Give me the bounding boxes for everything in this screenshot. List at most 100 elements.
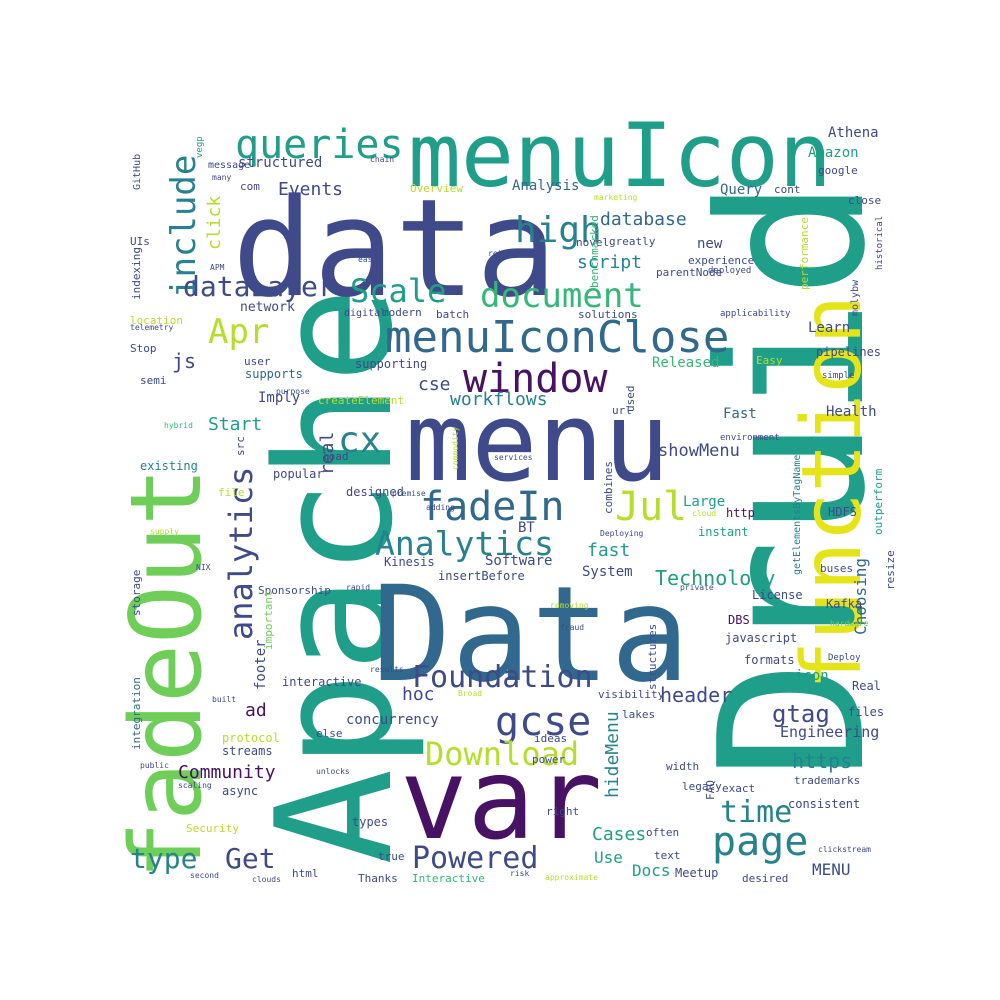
word: interactive (282, 675, 361, 689)
word: files (848, 705, 884, 719)
word: resize (884, 550, 897, 590)
word: Technology (655, 566, 775, 590)
word: real (317, 432, 338, 475)
word: Kinesis (384, 555, 435, 569)
word: Thanks (358, 872, 398, 885)
word: right (546, 805, 579, 818)
word: gtag (772, 700, 830, 728)
word: deployed (708, 266, 751, 276)
word: window (463, 356, 608, 402)
word: greatly (609, 235, 656, 248)
word: clouds (252, 875, 281, 884)
word: cloud (692, 509, 716, 518)
word: GitHub (132, 154, 143, 190)
word: rapid (346, 583, 370, 592)
word: vegp (195, 136, 205, 158)
word: lakes (622, 708, 655, 721)
word: unlocks (316, 767, 350, 776)
word: Athena (828, 125, 879, 141)
word: BT (518, 520, 535, 536)
word: integration (130, 677, 143, 750)
word: user (244, 355, 271, 368)
word: Use (594, 848, 623, 867)
word: header (660, 683, 732, 707)
word: chain (370, 155, 394, 164)
word: pipelines (816, 345, 881, 359)
word: Amazon (808, 145, 859, 161)
word: simple (822, 371, 855, 381)
word: database (600, 209, 687, 230)
word: buses (820, 562, 853, 575)
word: dataLayer (183, 270, 335, 303)
word: hardware (830, 619, 869, 628)
word: cx (338, 420, 381, 461)
word: showMenu (658, 441, 740, 461)
word: solutions (578, 308, 638, 321)
word: async (222, 784, 258, 798)
word: menu (405, 378, 670, 506)
word: text (654, 849, 681, 862)
word: Download (425, 735, 579, 773)
word: trademarks (794, 774, 860, 787)
word: cont (774, 183, 801, 196)
word: HDFS (828, 505, 857, 519)
word: benchmarked (588, 215, 601, 288)
word: createElement (318, 394, 404, 407)
word: time (720, 795, 792, 830)
word: Analysis (512, 178, 579, 194)
word: Large (683, 494, 725, 510)
word: Events (278, 179, 343, 200)
word: built (212, 695, 236, 704)
word: new (697, 236, 723, 252)
word: url (612, 404, 632, 417)
word: Engineering (780, 723, 879, 741)
word: consistent (788, 797, 860, 811)
word: src (234, 436, 247, 456)
word: concurrency (346, 712, 439, 728)
word: message (208, 160, 250, 171)
word: storage (130, 570, 143, 616)
word: supply (150, 527, 179, 536)
word: return (488, 249, 517, 258)
word: Security (186, 822, 239, 835)
word: location (130, 314, 183, 327)
word: UIs (130, 235, 150, 248)
word: supports (245, 367, 303, 381)
word: load (322, 450, 349, 463)
word: com (240, 180, 260, 193)
word: Start (208, 414, 262, 435)
word: Software (485, 553, 552, 569)
word: fast (587, 540, 630, 561)
word: power (532, 753, 565, 766)
word: System (582, 564, 633, 580)
word: novel (576, 236, 609, 249)
word: molybw (850, 279, 861, 316)
word: digital (344, 308, 386, 319)
word: close (848, 194, 881, 207)
word: Docs (632, 861, 671, 880)
word: type (130, 842, 197, 875)
word: performance (798, 217, 811, 290)
word: queries (235, 122, 404, 168)
word: workflows (450, 389, 548, 410)
word: risk (510, 869, 529, 878)
word: Cases (592, 824, 646, 845)
word: click (204, 196, 225, 250)
word: var (400, 735, 602, 865)
word: Apache (241, 287, 428, 865)
word: experience (688, 254, 754, 267)
word: data (232, 170, 557, 327)
word: google (818, 164, 858, 177)
word: js (172, 349, 196, 373)
word: Deploying (600, 529, 644, 538)
word: getElementsByTagName (792, 455, 803, 575)
word: removing (550, 601, 589, 610)
word: fraud (560, 623, 584, 632)
word: Health (826, 404, 877, 420)
word: many (212, 173, 231, 182)
word: scaling (178, 781, 212, 790)
word: Released (652, 355, 719, 371)
word: html (292, 867, 319, 880)
word: public (140, 761, 169, 770)
